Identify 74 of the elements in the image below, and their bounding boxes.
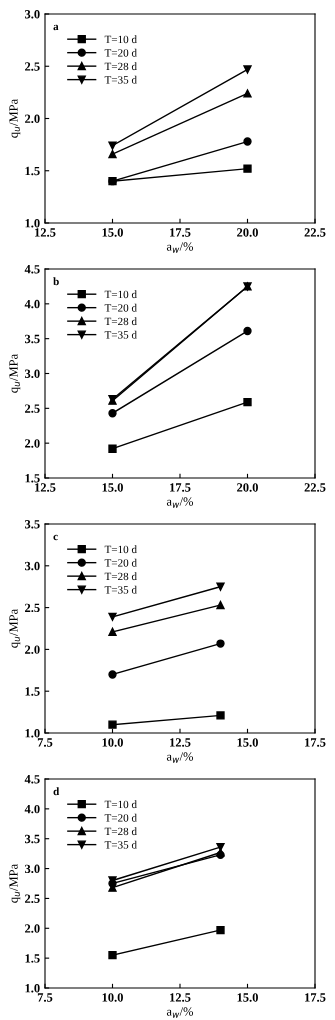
y-tick-label: 3.5 <box>24 834 40 844</box>
legend-label: T=20 d <box>104 48 137 57</box>
y-tick-label: 2.5 <box>25 894 40 903</box>
y-tick-label: 2.0 <box>25 114 40 124</box>
x-axis-title: a$_{w}$/% <box>166 1007 194 1018</box>
y-tick-label: 2.0 <box>25 645 40 654</box>
y-tick-label: 1.5 <box>25 954 40 963</box>
legend-label: T=28 d <box>104 62 137 71</box>
y-tick-label: 1.0 <box>25 729 40 738</box>
x-tick-label: 12.5 <box>170 993 191 1002</box>
x-tick-label: 17.5 <box>170 228 191 237</box>
legend-label: T=35 d <box>104 585 137 594</box>
x-tick-label: 17.5 <box>170 483 191 492</box>
text: d <box>53 787 60 796</box>
legend-label: T=20 d <box>104 813 137 822</box>
x-tick-label: 10.0 <box>102 738 123 747</box>
x-tick-label: 15.0 <box>237 993 258 1002</box>
y-tick-label: 4.5 <box>24 265 40 274</box>
legend-label: T=10 d <box>104 290 137 299</box>
x-tick-label: 15.0 <box>102 228 123 237</box>
legend-label: T=35 d <box>104 330 137 339</box>
x-tick-label: 10.0 <box>102 993 123 1002</box>
y-tick-label: 1.0 <box>25 219 40 228</box>
x-tick-label: 15.0 <box>102 483 123 492</box>
x-tick-label: 22.5 <box>304 228 326 237</box>
y-axis-title: q$_{u}$/MPa <box>9 864 21 903</box>
x-tick-label: 17.5 <box>305 738 326 747</box>
x-tick-label: 20.0 <box>237 228 258 237</box>
x-tick-label: 17.5 <box>305 993 326 1002</box>
legend-label: T=35 d <box>104 840 137 849</box>
y-tick-label: 1.5 <box>25 474 40 483</box>
legend-label: T=20 d <box>104 303 137 312</box>
y-axis-title: q$_{u}$/MPa <box>9 354 21 393</box>
y-axis-title: q$_{u}$/MPa <box>9 99 21 138</box>
y-tick-label: 1.5 <box>25 166 40 176</box>
x-tick-label: 12.5 <box>170 738 191 747</box>
legend-label: T=28 d <box>104 572 137 581</box>
y-tick-label: 3.0 <box>24 10 40 19</box>
text: c <box>53 534 58 541</box>
y-tick-label: 3.5 <box>24 520 40 529</box>
y-tick-label: 2.5 <box>25 404 40 413</box>
legend-label: T=28 d <box>104 827 137 836</box>
y-tick-label: 3.0 <box>24 561 40 571</box>
x-tick-label: 7.5 <box>37 738 53 747</box>
y-tick-label: 1.5 <box>25 687 40 696</box>
y-tick-label: 4.0 <box>24 804 40 814</box>
y-tick-label: 4.0 <box>24 299 40 309</box>
y-axis-title: q$_{u}$/MPa <box>9 609 21 648</box>
legend-label: T=10 d <box>104 800 137 809</box>
text: a <box>53 24 59 31</box>
x-axis-title: a$_{w}$/% <box>166 752 194 763</box>
x-tick-label: 20.0 <box>237 483 258 492</box>
legend-label: T=35 d <box>104 75 137 84</box>
legend-label: T=10 d <box>104 35 137 44</box>
x-tick-label: 22.5 <box>304 483 326 492</box>
legend-label: T=28 d <box>104 317 137 326</box>
legend-label: T=10 d <box>104 545 137 554</box>
x-tick-label: 15.0 <box>237 738 258 747</box>
y-tick-label: 1.0 <box>25 984 40 993</box>
y-tick-label: 2.5 <box>25 62 40 71</box>
y-tick-label: 3.0 <box>24 369 40 379</box>
y-tick-label: 4.5 <box>24 775 40 784</box>
x-tick-label: 12.5 <box>35 483 56 492</box>
x-tick-label: 7.5 <box>37 993 53 1002</box>
y-tick-label: 2.0 <box>25 439 40 448</box>
x-axis-title: a$_{w}$/% <box>166 497 194 508</box>
y-tick-label: 3.0 <box>24 864 40 874</box>
x-tick-label: 12.5 <box>35 228 56 237</box>
y-tick-label: 2.5 <box>25 603 40 613</box>
text: b <box>53 277 59 286</box>
y-tick-label: 2.0 <box>25 924 40 933</box>
x-axis-title: a$_{w}$/% <box>166 242 194 253</box>
legend-label: T=20 d <box>104 558 137 567</box>
y-tick-label: 3.5 <box>24 334 40 344</box>
